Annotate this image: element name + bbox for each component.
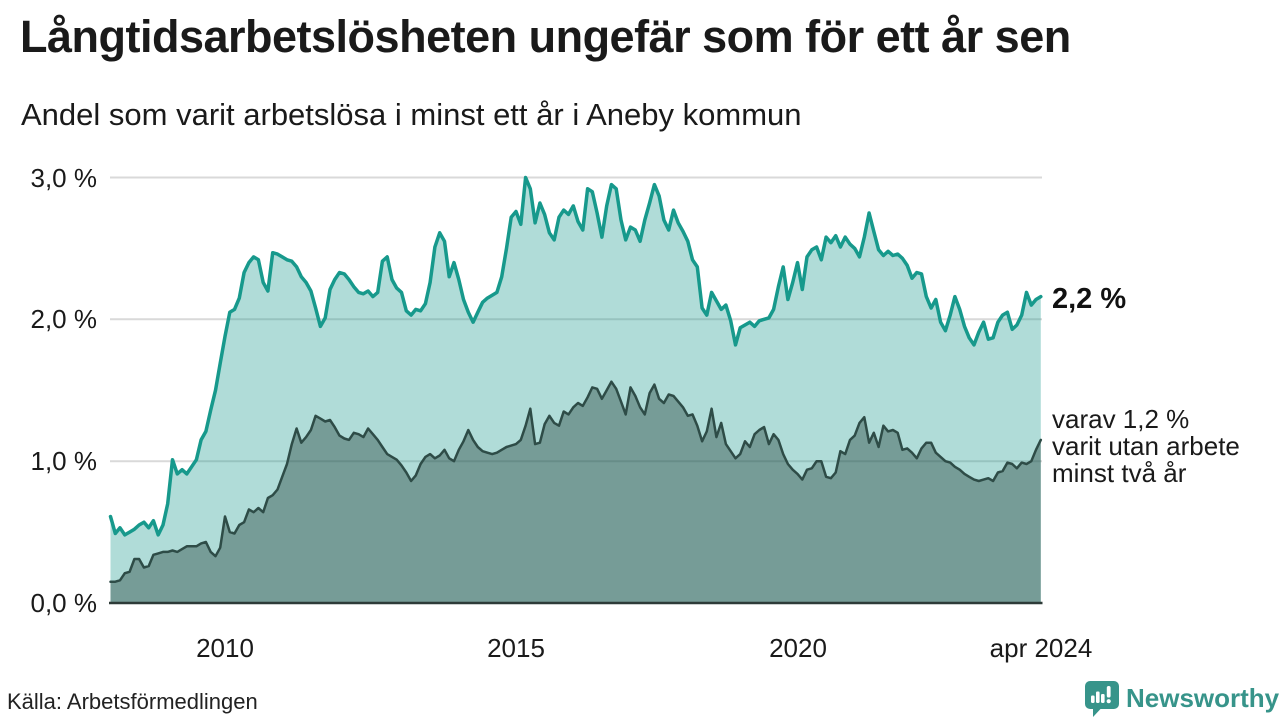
y-axis-label-3: 3,0 % (30, 163, 98, 193)
x-axis-label-2015: 2015 (487, 633, 545, 663)
y-axis-label-0: 0,0 % (30, 588, 98, 618)
x-axis-label-2010: 2010 (196, 633, 254, 663)
page-subtitle: Andel som varit arbetslösa i minst ett å… (21, 97, 802, 132)
page-title: Långtidsarbetslösheten ungefär som för e… (20, 11, 1071, 62)
y-axis-label-1: 1,0 % (30, 446, 98, 476)
end-value-label-line1: varav 1,2 % (1052, 404, 1190, 434)
x-axis-label-apr-2024: apr 2024 (989, 633, 1093, 663)
end-value-label-subseries: varav 1,2 % varit utan arbete minst två … (1052, 406, 1240, 487)
newsworthy-logo-icon (1085, 681, 1119, 720)
newsworthy-brand: Newsworthy (1085, 681, 1279, 720)
end-value-label-line2: varit utan arbete (1052, 431, 1240, 461)
end-value-label-line3: minst två år (1052, 458, 1187, 488)
y-axis-label-2: 2,0 % (30, 304, 98, 334)
x-axis-label-2020: 2020 (769, 633, 827, 663)
source-credit: Källa: Arbetsförmedlingen (7, 689, 258, 714)
newsworthy-wordmark: Newsworthy (1126, 683, 1280, 713)
end-value-label-total: 2,2 % (1052, 283, 1127, 315)
